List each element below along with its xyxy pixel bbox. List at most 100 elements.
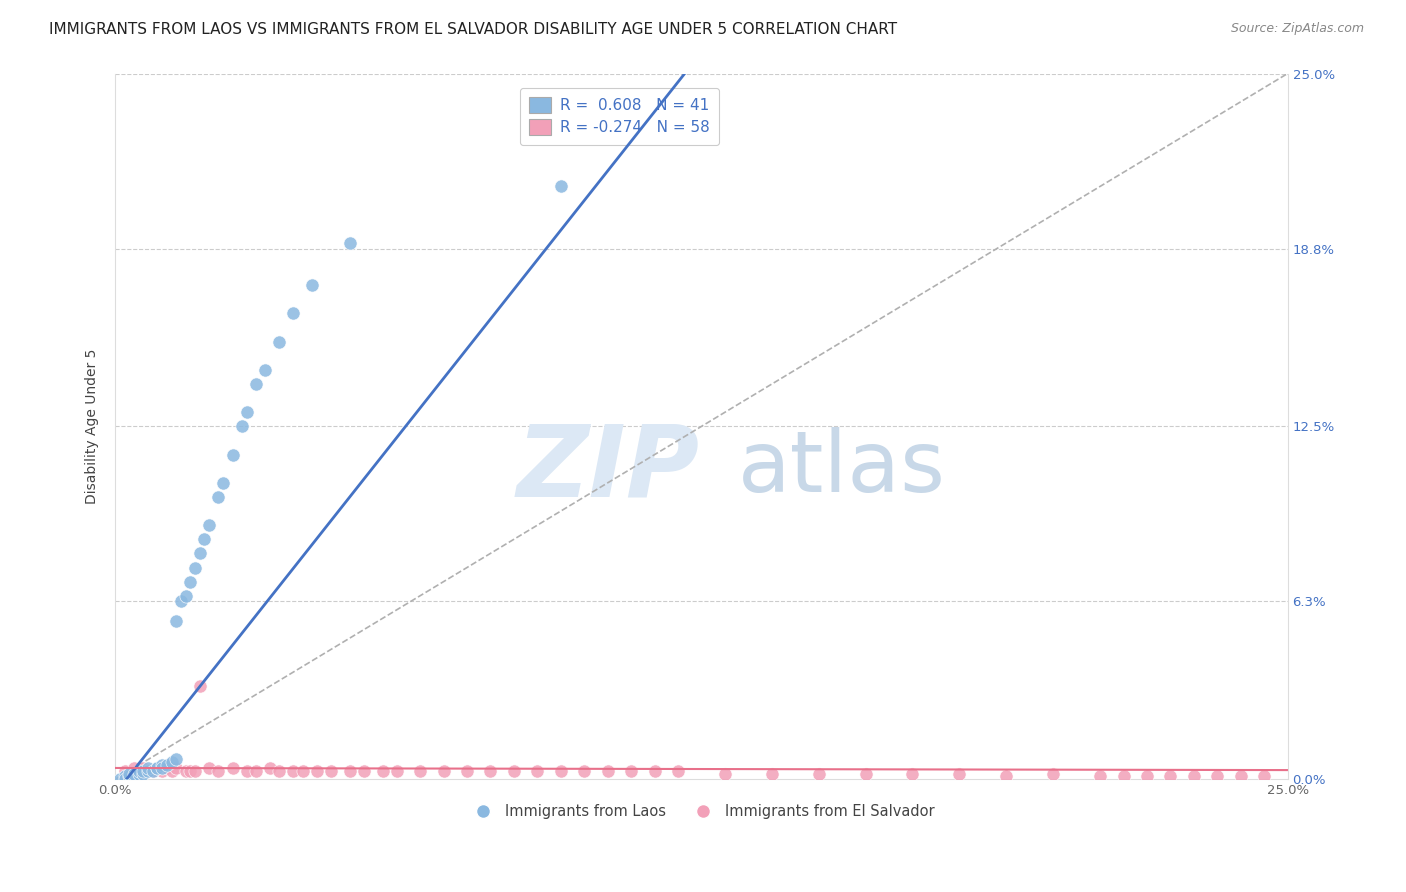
Point [122, 766, 145, 780]
Point [170, 594, 193, 608]
Point [319, 764, 342, 778]
Point [212, 475, 235, 490]
Point [855, 766, 877, 780]
Point [193, 533, 215, 547]
Point [136, 764, 159, 778]
Point [259, 761, 281, 775]
Point [714, 766, 737, 780]
Point [132, 766, 155, 780]
Point [221, 448, 243, 462]
Text: Source: ZipAtlas.com: Source: ZipAtlas.com [1230, 22, 1364, 36]
Point [136, 761, 159, 775]
Point [526, 764, 548, 778]
Point [948, 766, 970, 780]
Text: IMMIGRANTS FROM LAOS VS IMMIGRANTS FROM EL SALVADOR DISABILITY AGE UNDER 5 CORRE: IMMIGRANTS FROM LAOS VS IMMIGRANTS FROM … [49, 22, 897, 37]
Point [188, 679, 211, 693]
Point [188, 546, 211, 560]
Point [179, 764, 201, 778]
Point [198, 518, 221, 533]
Point [301, 278, 323, 293]
Point [1088, 769, 1111, 783]
Point [184, 764, 207, 778]
Point [150, 764, 173, 778]
Point [432, 764, 454, 778]
Point [644, 764, 666, 778]
Point [160, 764, 183, 778]
Point [132, 761, 155, 775]
Point [1253, 769, 1275, 783]
Point [165, 614, 187, 628]
Point [761, 766, 783, 780]
Point [550, 764, 572, 778]
Point [174, 764, 197, 778]
Point [142, 764, 165, 778]
Point [156, 761, 179, 775]
Point [269, 764, 291, 778]
Point [165, 752, 187, 766]
Point [118, 769, 141, 783]
Point [339, 235, 361, 250]
Point [221, 761, 243, 775]
Point [353, 764, 375, 778]
Point [254, 363, 277, 377]
Point [128, 766, 150, 780]
Point [142, 764, 165, 778]
Point [235, 405, 257, 419]
Point [371, 764, 394, 778]
Point [160, 756, 183, 770]
Point [1112, 769, 1135, 783]
Point [666, 764, 689, 778]
Point [156, 758, 179, 772]
Point [1206, 769, 1229, 783]
Point [1136, 769, 1159, 783]
Point [174, 589, 197, 603]
Y-axis label: Disability Age Under 5: Disability Age Under 5 [86, 349, 100, 504]
Point [114, 769, 136, 783]
Point [245, 377, 267, 392]
Point [207, 490, 229, 504]
Point [146, 761, 169, 775]
Point [339, 764, 361, 778]
Point [128, 764, 150, 778]
Point [620, 764, 643, 778]
Point [901, 766, 924, 780]
Legend: Immigrants from Laos, Immigrants from El Salvador: Immigrants from Laos, Immigrants from El… [463, 798, 941, 825]
Point [283, 764, 305, 778]
Point [128, 764, 150, 778]
Point [235, 764, 257, 778]
Point [108, 772, 131, 787]
Point [409, 764, 432, 778]
Point [146, 761, 169, 775]
Point [114, 764, 136, 778]
Point [114, 772, 136, 787]
Point [283, 306, 305, 320]
Point [1182, 769, 1205, 783]
Point [807, 766, 830, 780]
Point [291, 764, 314, 778]
Point [550, 179, 572, 194]
Point [122, 761, 145, 775]
Point [574, 764, 596, 778]
Point [231, 419, 253, 434]
Point [122, 769, 145, 783]
Point [479, 764, 502, 778]
Point [1229, 769, 1251, 783]
Point [136, 764, 159, 778]
Point [245, 764, 267, 778]
Point [146, 761, 169, 775]
Point [596, 764, 619, 778]
Point [995, 769, 1018, 783]
Point [385, 764, 408, 778]
Point [150, 758, 173, 772]
Text: ZIP: ZIP [516, 420, 699, 517]
Point [269, 334, 291, 349]
Point [118, 766, 141, 780]
Point [184, 560, 207, 574]
Point [165, 761, 187, 775]
Point [502, 764, 524, 778]
Point [1159, 769, 1181, 783]
Point [207, 764, 229, 778]
Point [179, 574, 201, 589]
Point [1042, 766, 1064, 780]
Point [198, 761, 221, 775]
